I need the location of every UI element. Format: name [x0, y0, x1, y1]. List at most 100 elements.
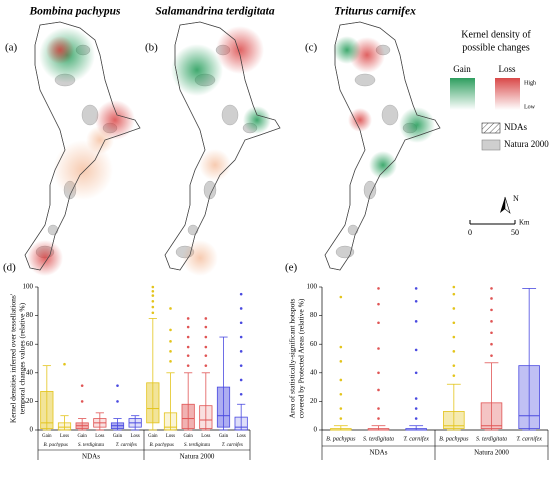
outlier [186, 325, 190, 329]
legend-high: High [524, 80, 536, 86]
panel-label: (d) [3, 262, 16, 274]
y-tick-label: 40 [26, 368, 34, 376]
density-blob [86, 126, 114, 154]
outlier [204, 335, 208, 339]
panel-label: (c) [305, 42, 318, 54]
outlier [339, 345, 343, 349]
outlier [239, 307, 243, 310]
outlier [239, 321, 243, 325]
legend-title: possible changes [462, 42, 530, 53]
legend-loss-ramp [495, 78, 520, 110]
north-label: N [513, 194, 519, 203]
scale-start: 0 [468, 228, 472, 237]
outlier [452, 285, 456, 289]
box-label: Loss [60, 434, 69, 439]
legend-natura-swatch [481, 139, 501, 151]
box [163, 412, 178, 431]
density-blob [46, 36, 74, 64]
outlier [186, 335, 190, 339]
outlier [339, 407, 343, 410]
legend-gain-ramp [450, 78, 475, 110]
box-label: Gain [219, 434, 229, 439]
map-panel [324, 21, 441, 271]
outlier [452, 321, 456, 325]
outlier [204, 354, 208, 357]
region-border [324, 21, 441, 271]
y-axis-label: Area of statistically-significant hotspo… [288, 299, 297, 419]
box [518, 365, 540, 429]
outlier [186, 317, 190, 320]
outlier [80, 400, 84, 403]
outlier [377, 417, 380, 420]
outlier [169, 307, 172, 310]
outlier [452, 335, 456, 339]
box-label: Loss [95, 434, 104, 439]
y-tick-label: 40 [310, 368, 318, 376]
outlier [169, 360, 172, 363]
outlier [452, 350, 456, 353]
box [199, 405, 213, 429]
box [40, 390, 54, 429]
outlier [151, 285, 155, 289]
density-blob [216, 26, 264, 74]
box [216, 386, 231, 428]
outlier [339, 295, 343, 299]
outlier [63, 362, 66, 366]
outlier [151, 305, 155, 309]
outlier [377, 371, 380, 375]
natura-area [203, 180, 217, 200]
box-label: Gain [148, 434, 158, 439]
density-blob [369, 151, 397, 179]
box [443, 411, 465, 429]
density-blob [399, 107, 435, 143]
density-blob [333, 36, 361, 64]
outlier [414, 320, 418, 323]
group-label: Natura 2000 [474, 449, 509, 457]
species-label: S. terdigitata [78, 443, 104, 448]
outlier [490, 287, 493, 290]
outlier [169, 328, 172, 332]
group-label: NDAs [82, 453, 100, 461]
density-blob [348, 108, 372, 132]
outlier [377, 388, 380, 392]
scale-unit: Km [519, 219, 530, 227]
outlier [204, 364, 208, 367]
outlier [80, 384, 84, 387]
natura-area [347, 224, 359, 236]
outlier [186, 364, 190, 367]
outlier [490, 320, 493, 323]
natura-area [381, 104, 399, 126]
density-blob [199, 149, 231, 181]
y-tick-label: 80 [26, 311, 34, 319]
density-blob [53, 140, 113, 200]
outlier [151, 311, 155, 315]
north-arrow [504, 196, 511, 214]
scale-end: 50 [511, 228, 519, 237]
box-label: Gain [42, 434, 52, 439]
density-blob [171, 44, 223, 96]
outlier [151, 294, 155, 297]
map-title: Triturus carnifex [334, 6, 416, 18]
natura-area [335, 245, 355, 259]
outlier [151, 289, 155, 293]
outlier [239, 292, 243, 296]
legend-gain: Gain [453, 64, 471, 74]
y-tick-label: 100 [307, 283, 318, 291]
density-blob [27, 240, 63, 276]
legend-title: Kernel density of [461, 29, 531, 40]
legend-low: Low [524, 104, 536, 110]
outlier [116, 384, 119, 387]
natura-area [363, 180, 377, 200]
natura-area [354, 73, 376, 87]
region-border [164, 21, 281, 271]
outlier [490, 308, 493, 312]
legend-ndas-swatch [481, 122, 501, 134]
species-label: T. carnifex [222, 443, 244, 448]
box [234, 416, 248, 431]
outlier [116, 400, 119, 403]
density-blob [182, 240, 218, 276]
natura-area [47, 224, 59, 236]
outlier [414, 417, 418, 420]
species-label: B. pachypus [43, 443, 67, 448]
species-label: T. carnifex [116, 443, 138, 448]
